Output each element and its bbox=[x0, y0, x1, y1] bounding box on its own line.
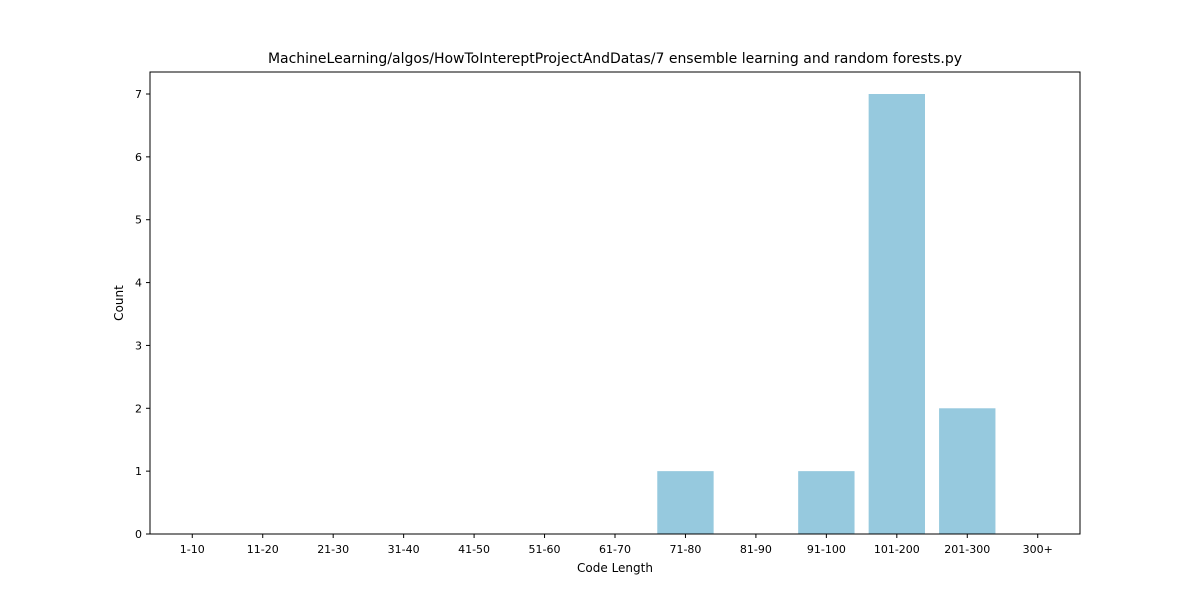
bars-layer bbox=[657, 94, 996, 534]
x-tick-label: 1-10 bbox=[180, 543, 205, 556]
bar-101-200 bbox=[868, 94, 925, 534]
y-axis-label: Count bbox=[112, 285, 126, 321]
y-axis-ticks: 0 1 2 3 4 5 6 7 bbox=[135, 88, 150, 541]
y-tick-label: 2 bbox=[135, 402, 142, 415]
y-tick-label: 3 bbox=[135, 339, 142, 352]
x-tick-label: 11-20 bbox=[247, 543, 279, 556]
y-tick-label: 7 bbox=[135, 88, 142, 101]
x-tick-label: 61-70 bbox=[599, 543, 631, 556]
x-tick-label: 201-300 bbox=[944, 543, 990, 556]
bar-201-300 bbox=[939, 408, 996, 534]
y-tick-label: 4 bbox=[135, 277, 142, 290]
x-tick-label: 41-50 bbox=[458, 543, 490, 556]
x-tick-label: 71-80 bbox=[669, 543, 701, 556]
y-tick-label: 5 bbox=[135, 214, 142, 227]
x-tick-label: 101-200 bbox=[874, 543, 920, 556]
x-tick-label: 21-30 bbox=[317, 543, 349, 556]
x-tick-label: 91-100 bbox=[807, 543, 846, 556]
y-tick-label: 1 bbox=[135, 465, 142, 478]
y-tick-label: 0 bbox=[135, 528, 142, 541]
bar-91-100 bbox=[798, 471, 855, 534]
x-axis-ticks: 1-10 11-20 21-30 31-40 41-50 51-60 61-70 71-80 8… bbox=[180, 534, 1053, 556]
y-tick-label: 6 bbox=[135, 151, 142, 164]
x-tick-label: 81-90 bbox=[740, 543, 772, 556]
x-tick-label: 51-60 bbox=[529, 543, 561, 556]
x-tick-label: 31-40 bbox=[388, 543, 420, 556]
chart-title: MachineLearning/algos/HowToIntereptProje… bbox=[268, 51, 962, 67]
plot-frame bbox=[149, 71, 1081, 535]
x-tick-label: 300+ bbox=[1023, 543, 1053, 556]
bar-71-80 bbox=[657, 471, 714, 534]
x-axis-label: Code Length bbox=[577, 561, 653, 575]
